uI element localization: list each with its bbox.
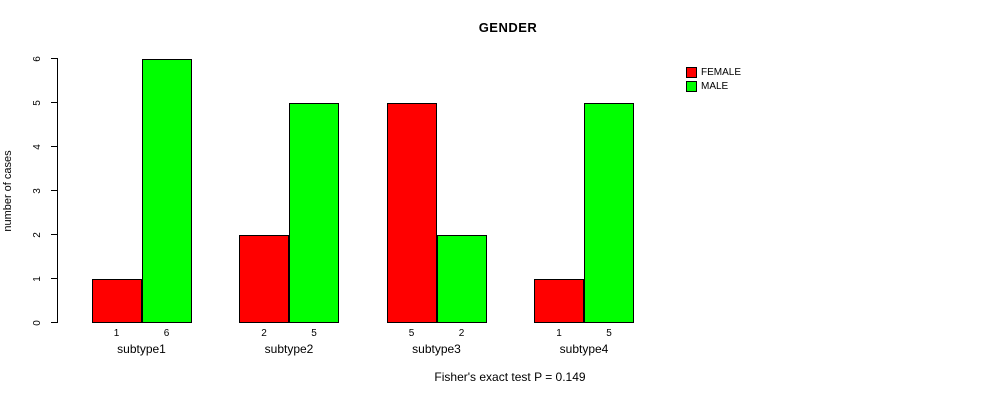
y-axis-tick-label: 3: [32, 187, 43, 194]
legend-row-male: MALE: [686, 79, 741, 93]
legend-swatch-male: [686, 80, 697, 92]
bar-male-subtype4: [584, 102, 634, 323]
y-axis-line: [57, 58, 58, 323]
legend: FEMALE MALE: [686, 65, 741, 93]
y-axis-tick-label: 0: [32, 319, 43, 326]
bar-value-label: 5: [606, 328, 612, 339]
bar-value-label: 1: [113, 328, 120, 339]
legend-label: FEMALE: [701, 66, 742, 78]
bar-female-subtype4: [534, 278, 584, 323]
y-axis-tick: [51, 58, 57, 59]
bar-value-label: 5: [311, 328, 317, 339]
bar-female-subtype1: [91, 278, 142, 323]
y-axis-tick: [51, 102, 57, 103]
x-category-label-subtype3: subtype3: [412, 342, 461, 356]
bar-value-label: 6: [163, 328, 170, 339]
y-axis-tick: [51, 322, 57, 323]
y-axis-label: number of cases: [2, 150, 14, 232]
y-axis-tick: [51, 234, 57, 235]
y-axis-tick: [51, 190, 57, 191]
x-category-label-subtype2: subtype2: [264, 342, 314, 356]
y-axis-tick-label: 2: [32, 231, 43, 238]
bar-male-subtype2: [289, 102, 339, 323]
bar-female-subtype3: [386, 102, 437, 323]
legend-swatch-female: [686, 66, 697, 78]
chart-title: GENDER: [478, 20, 538, 35]
y-axis-tick: [51, 278, 57, 279]
bar-value-label: 1: [556, 328, 562, 339]
bar-female-subtype2: [239, 234, 289, 323]
bar-value-label: 2: [261, 328, 267, 339]
x-category-label-subtype4: subtype4: [559, 342, 609, 356]
y-axis-tick-label: 1: [32, 275, 43, 282]
y-axis-tick-label: 6: [32, 55, 43, 62]
legend-row-female: FEMALE: [686, 65, 741, 79]
bar-male-subtype1: [141, 58, 192, 323]
legend-label: MALE: [701, 80, 729, 92]
x-category-label-subtype1: subtype1: [117, 342, 166, 356]
fisher-test-annotation: Fisher's exact test P = 0.149: [434, 370, 586, 384]
bar-value-label: 2: [458, 328, 465, 339]
y-axis-tick: [51, 146, 57, 147]
y-axis-tick-label: 5: [32, 99, 43, 106]
y-axis-tick-label: 4: [32, 143, 43, 150]
bar-value-label: 5: [408, 328, 415, 339]
bar-male-subtype3: [436, 234, 487, 323]
